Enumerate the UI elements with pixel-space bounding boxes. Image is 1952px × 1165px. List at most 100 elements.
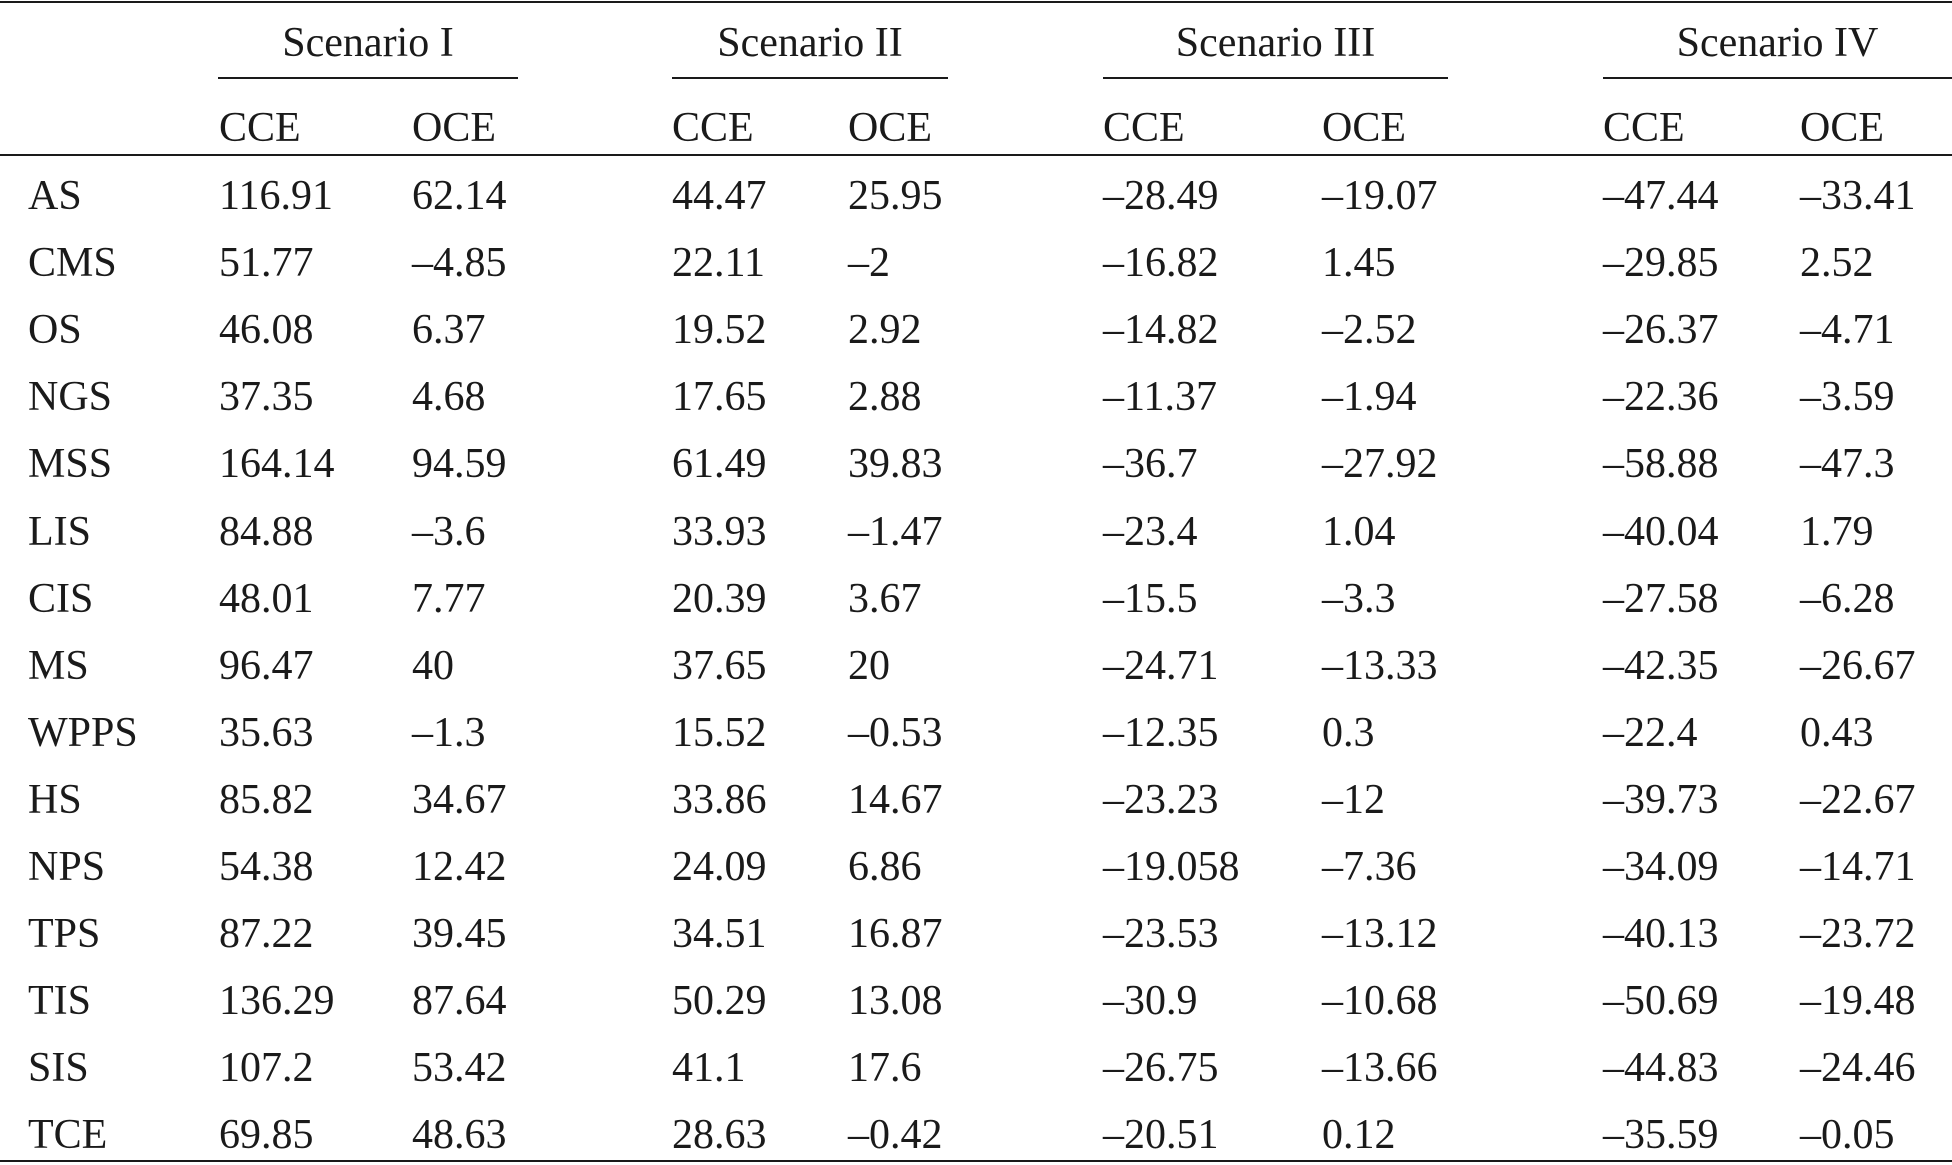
table-cell: –13.33 <box>1322 642 1438 689</box>
table-cell: 22.11 <box>672 240 765 287</box>
table-cell: 6.86 <box>848 844 922 890</box>
table-cell: –26.75 <box>1103 1045 1219 1092</box>
table-cell: –35.59 <box>1603 1112 1719 1159</box>
column-subheader: CCE <box>1103 105 1185 151</box>
table-cell: –22.67 <box>1800 776 1916 823</box>
table-cell: –6.28 <box>1800 575 1895 622</box>
table-cell: –1.94 <box>1322 374 1417 421</box>
column-subheader: OCE <box>1322 105 1406 151</box>
scenario-header: Scenario I <box>282 20 454 66</box>
table-cell: –39.73 <box>1603 776 1719 823</box>
table-cell: –4.71 <box>1800 307 1895 354</box>
table-cell: –4.85 <box>412 240 507 287</box>
table-cell: 48.01 <box>219 575 314 622</box>
row-label: TPS <box>28 911 101 958</box>
row-label: CIS <box>28 575 94 622</box>
table-cell: –22.4 <box>1603 709 1698 756</box>
table-cell: –27.58 <box>1603 575 1719 622</box>
row-label: AS <box>28 173 82 219</box>
table-cell: 33.86 <box>672 776 767 823</box>
table-cell: 0.3 <box>1322 709 1375 756</box>
bottom-rule <box>0 1160 1952 1162</box>
table-cell: 4.68 <box>412 374 486 421</box>
table-cell: –26.67 <box>1800 642 1916 689</box>
table-cell: –47.3 <box>1800 441 1895 488</box>
table-cell: –3.3 <box>1322 575 1396 622</box>
column-subheader: CCE <box>1603 105 1685 151</box>
table-cell: –44.83 <box>1603 1045 1719 1092</box>
table-cell: 20 <box>848 642 890 689</box>
table-cell: 24.09 <box>672 844 767 890</box>
column-subheader: OCE <box>1800 105 1884 151</box>
table-cell: –23.4 <box>1103 508 1198 555</box>
table-cell: 34.51 <box>672 911 767 958</box>
row-label: HS <box>28 776 82 823</box>
table-cell: 107.2 <box>219 1045 314 1092</box>
table-cell: 14.67 <box>848 776 943 823</box>
table-cell: 48.63 <box>412 1112 507 1159</box>
table-cell: 54.38 <box>219 844 314 890</box>
table-cell: –20.51 <box>1103 1112 1219 1159</box>
top-rule <box>0 1 1952 3</box>
table-cell: 20.39 <box>672 575 767 622</box>
row-label: CMS <box>28 240 117 287</box>
table-cell: 53.42 <box>412 1045 507 1092</box>
scenario-header: Scenario II <box>717 20 903 66</box>
table-cell: –3.6 <box>412 508 486 555</box>
table-cell: –34.09 <box>1603 844 1719 890</box>
column-subheader: OCE <box>412 105 496 151</box>
table-cell: 39.83 <box>848 441 943 488</box>
table-cell: –58.88 <box>1603 441 1719 488</box>
table-cell: –29.85 <box>1603 240 1719 287</box>
table-cell: 3.67 <box>848 575 922 622</box>
table-cell: 34.67 <box>412 776 507 823</box>
table-cell: –50.69 <box>1603 978 1719 1025</box>
table-cell: 2.52 <box>1800 240 1874 287</box>
table-cell: –15.5 <box>1103 575 1198 622</box>
table-cell: 25.95 <box>848 173 943 219</box>
table-cell: 50.29 <box>672 978 767 1025</box>
table-cell: 1.79 <box>1800 508 1874 555</box>
table-cell: 96.47 <box>219 642 314 689</box>
table-cell: –23.72 <box>1800 911 1916 958</box>
table-cell: 94.59 <box>412 441 507 488</box>
table-cell: 19.52 <box>672 307 767 354</box>
table-cell: –13.66 <box>1322 1045 1438 1092</box>
row-label: WPPS <box>28 709 138 756</box>
table-cell: –19.48 <box>1800 978 1916 1025</box>
table-cell: –40.13 <box>1603 911 1719 958</box>
table-cell: 33.93 <box>672 508 767 555</box>
table-cell: 13.08 <box>848 978 943 1025</box>
table-cell: –14.82 <box>1103 307 1219 354</box>
table-cell: –22.36 <box>1603 374 1719 421</box>
table-cell: 44.47 <box>672 173 767 219</box>
table-cell: –7.36 <box>1322 844 1417 890</box>
table-cell: –14.71 <box>1800 844 1916 890</box>
table-cell: 46.08 <box>219 307 314 354</box>
table-cell: –10.68 <box>1322 978 1438 1025</box>
table-cell: 40 <box>412 642 454 689</box>
table-cell: 35.63 <box>219 709 314 756</box>
table-cell: –26.37 <box>1603 307 1719 354</box>
table-cell: –19.058 <box>1103 844 1240 890</box>
table-cell: –0.05 <box>1800 1112 1895 1159</box>
column-subheader: CCE <box>672 105 754 151</box>
table-cell: 17.65 <box>672 374 767 421</box>
table-cell: 87.64 <box>412 978 507 1025</box>
scenario-header: Scenario IV <box>1676 20 1879 66</box>
row-label: TIS <box>28 978 91 1025</box>
table-cell: 16.87 <box>848 911 943 958</box>
table-cell: 15.52 <box>672 709 767 756</box>
table-cell: –16.82 <box>1103 240 1219 287</box>
table-cell: 116.91 <box>219 173 333 219</box>
table-cell: 164.14 <box>219 441 335 488</box>
table-cell: 1.45 <box>1322 240 1396 287</box>
table-cell: 85.82 <box>219 776 314 823</box>
table-cell: –2.52 <box>1322 307 1417 354</box>
table-cell: –40.04 <box>1603 508 1719 555</box>
table-cell: –33.41 <box>1800 173 1916 219</box>
table-cell: 41.1 <box>672 1045 746 1092</box>
table-cell: 28.63 <box>672 1112 767 1159</box>
table-cell: –11.37 <box>1103 374 1217 421</box>
